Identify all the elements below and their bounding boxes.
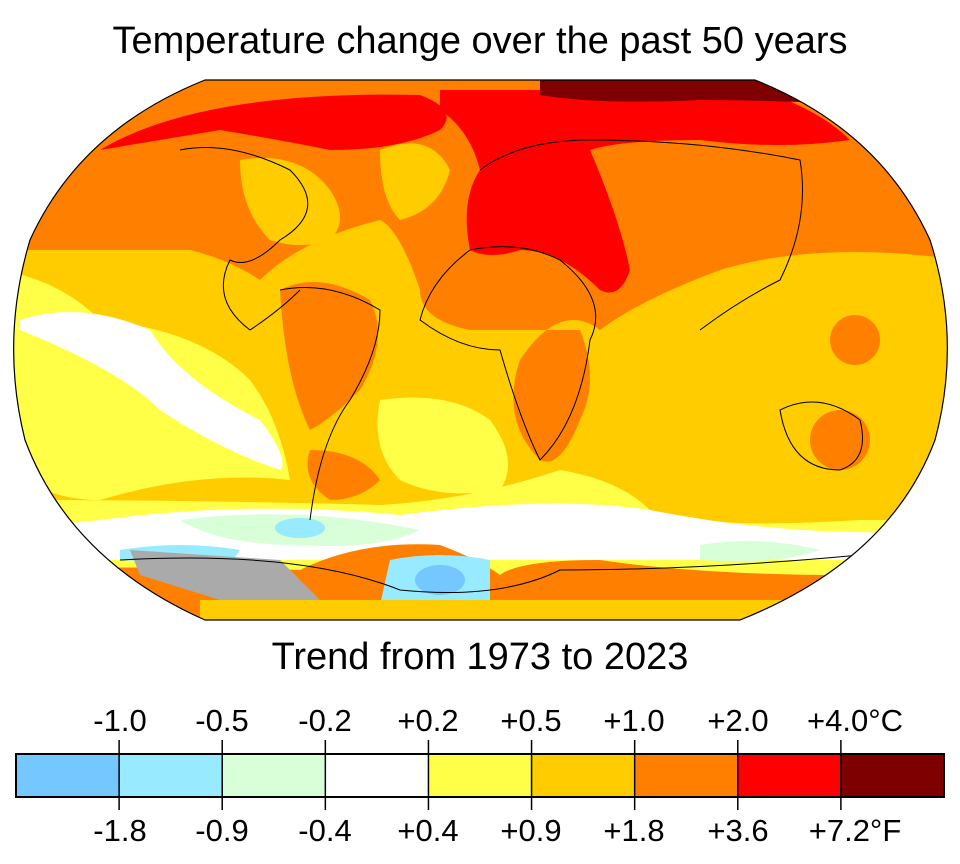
tick-c-0: -1.0 [93,703,147,738]
coastlines [119,139,863,593]
tick-f-5: +1.8 [603,813,665,848]
region-eurasia-red [440,90,850,293]
map-title: Temperature change over the past 50 year… [112,20,848,62]
tick-f-0: -1.8 [93,813,147,848]
color-legend [15,740,945,810]
legend-swatch-8 [840,754,944,797]
region-arctic-red [100,94,447,150]
tick-c-6: +2.0 [707,703,769,738]
region-south-pole [200,600,948,620]
tick-f-6: +3.6 [707,813,769,848]
region-1-to-2c-atlantic [380,143,450,220]
tick-f-7: +7.2°F [808,813,902,848]
map-subtitle: Trend from 1973 to 2023 [271,636,689,678]
tick-c-4: +0.5 [500,703,562,738]
region-south-atlantic-yellow [377,397,508,494]
tick-c-5: +1.0 [603,703,665,738]
tick-c-2: -0.2 [298,703,352,738]
tick-c-7: +4.0°C [807,703,903,738]
region-argentina [307,450,380,500]
tick-f-4: +0.9 [500,813,562,848]
region-no-data [130,550,320,600]
legend-border [15,753,945,798]
legend-swatch-3 [325,754,429,797]
legend-swatch-5 [531,754,635,797]
region-southern-lightblue [275,518,325,538]
region-west-pacific [830,315,880,365]
legend-swatch-4 [428,754,532,797]
region-australia [810,410,870,470]
region-1-to-2c-canada [240,158,340,245]
tick-f-3: +0.4 [397,813,459,848]
tick-c-3: +0.2 [397,703,459,738]
tick-f-1: -0.9 [195,813,249,848]
legend-swatch-1 [119,754,223,797]
region-pacific-white [20,312,283,470]
region-2-to-4c-north [13,80,948,462]
tick-c-1: -0.5 [195,703,249,738]
legend-swatch-6 [634,754,738,797]
region-east-green [700,541,820,562]
legend-swatch-0 [16,754,120,797]
world-temperature-map [13,79,948,621]
legend-swatch-2 [222,754,326,797]
region-antarctica-blue [415,565,465,595]
map-border [13,79,948,621]
tick-f-2: -0.4 [298,813,352,848]
legend-swatch-7 [737,754,841,797]
region-south-america [280,282,378,430]
